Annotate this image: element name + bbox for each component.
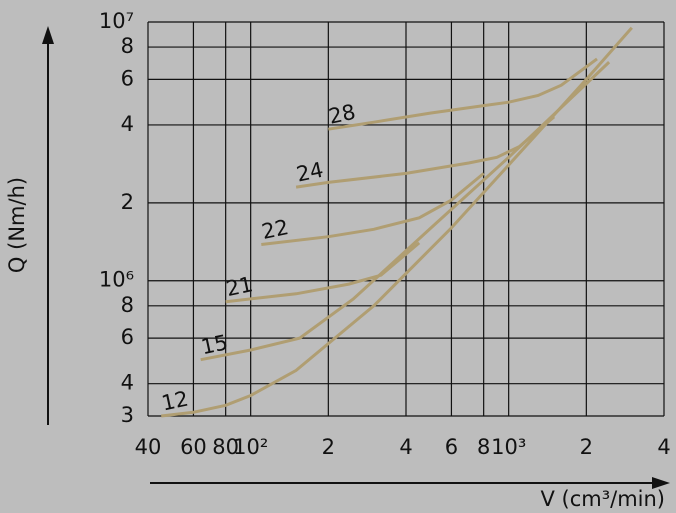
y-arrowhead — [42, 26, 54, 44]
x-tick-label: 10² — [233, 435, 268, 459]
x-tick-label: 40 — [135, 435, 162, 459]
y-tick-label: 8 — [121, 293, 134, 317]
y-tick-label: 6 — [121, 66, 134, 90]
series-label: 21 — [224, 272, 255, 301]
x-tick-label: 8 — [477, 435, 490, 459]
x-tick-label: 2 — [322, 435, 335, 459]
y-tick-label: 6 — [121, 325, 134, 349]
series-line — [295, 115, 556, 189]
y-tick-label: 3 — [121, 403, 134, 427]
y-axis-label: Q (Nm/h) — [5, 177, 29, 273]
x-axis-label: V (cm³/min) — [540, 487, 665, 511]
x-arrowhead — [652, 477, 670, 489]
x-tick-label: 10³ — [491, 435, 526, 459]
series-label: 22 — [260, 215, 291, 244]
y-tick-label: 4 — [121, 112, 134, 136]
y-tick-label: 8 — [121, 34, 134, 58]
series-label: 15 — [199, 330, 230, 359]
series-line — [261, 172, 485, 246]
x-tick-label: 4 — [399, 435, 412, 459]
y-tick-label: 10⁶ — [99, 268, 134, 292]
x-tick-label: 60 — [180, 435, 207, 459]
series-label: 12 — [159, 387, 190, 416]
series-line — [328, 57, 598, 131]
x-tick-label: 6 — [445, 435, 458, 459]
x-tick-label: 2 — [580, 435, 593, 459]
x-tick-label: 80 — [212, 435, 239, 459]
x-tick-label: 4 — [657, 435, 670, 459]
y-tick-label: 10⁷ — [99, 9, 134, 33]
series-label: 28 — [327, 100, 358, 129]
series-line — [225, 241, 421, 304]
y-tick-label: 4 — [121, 371, 134, 395]
series-label: 24 — [294, 158, 325, 187]
y-tick-label: 2 — [121, 190, 134, 214]
series-line — [200, 61, 611, 362]
